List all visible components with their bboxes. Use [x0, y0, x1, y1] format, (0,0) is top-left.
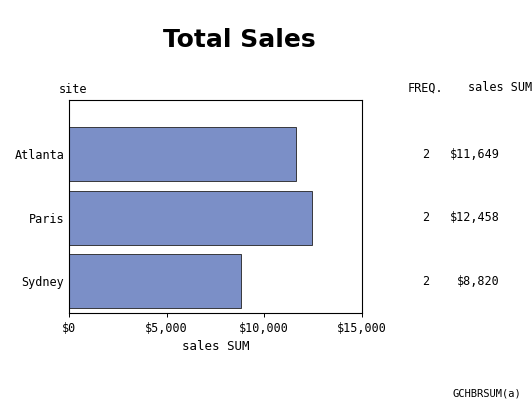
Bar	[69, 190, 312, 245]
X-axis label: sales SUM: sales SUM	[182, 340, 249, 353]
Text: $8,820: $8,820	[458, 275, 500, 288]
Text: $11,649: $11,649	[450, 148, 500, 161]
Text: 2: 2	[422, 275, 429, 288]
Text: $12,458: $12,458	[450, 211, 500, 224]
Text: 2: 2	[422, 211, 429, 224]
Text: FREQ.: FREQ.	[408, 81, 443, 94]
Text: Total Sales: Total Sales	[163, 28, 315, 52]
Bar	[69, 254, 241, 308]
Text: 2: 2	[422, 148, 429, 161]
Text: site: site	[59, 83, 87, 96]
Text: sales SUM: sales SUM	[468, 81, 532, 94]
Text: GCHBRSUM(a): GCHBRSUM(a)	[453, 389, 521, 399]
Bar	[69, 127, 296, 181]
